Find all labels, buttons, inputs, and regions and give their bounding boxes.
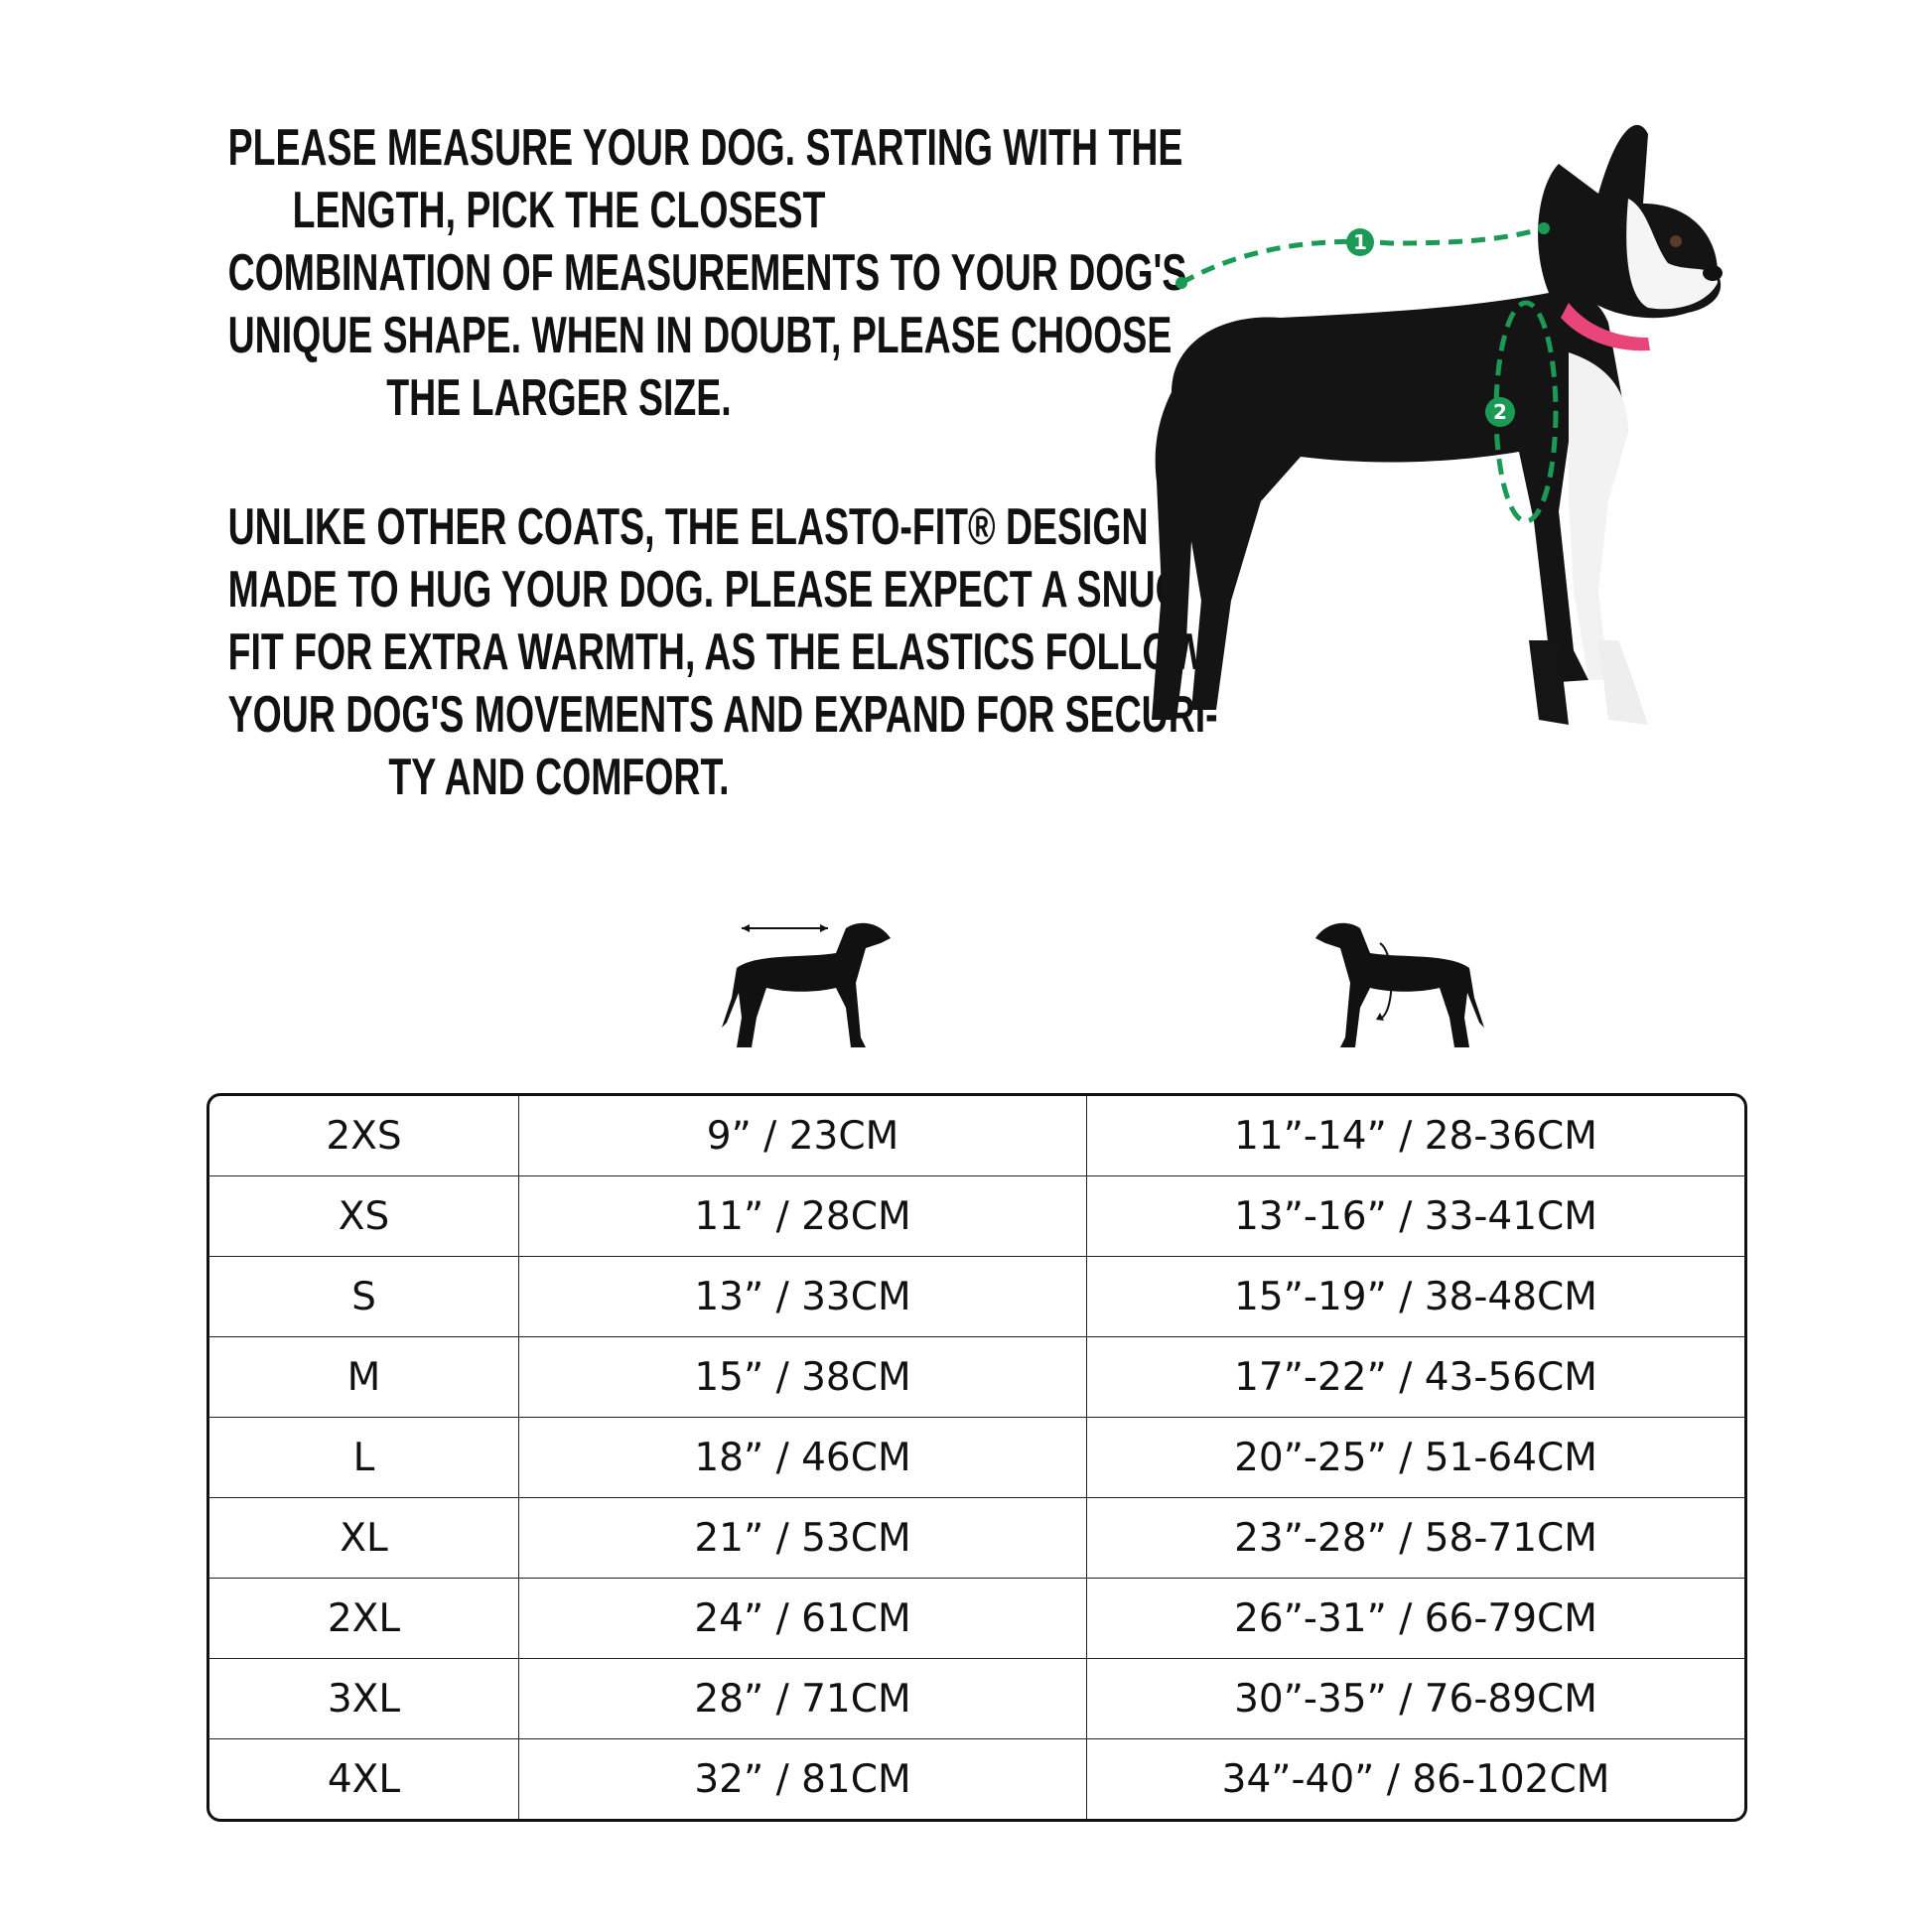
length-cell: 24” / 61CM (519, 1579, 1087, 1659)
size-cell: 2XS (209, 1096, 519, 1176)
chest-girth-cell: 20”-25” / 51-64CM (1087, 1418, 1744, 1498)
marker-label: 1 (1353, 230, 1367, 254)
measure-instructions: PLEASE MEASURE YOUR DOG. STARTING WITH T… (99, 117, 1187, 430)
size-cell: 4XL (209, 1739, 519, 1819)
chest-girth-cell: 23”-28” / 58-71CM (1087, 1498, 1744, 1579)
marker-label: 2 (1493, 400, 1507, 424)
length-cell: 9” / 23CM (519, 1096, 1087, 1176)
size-cell: 3XL (209, 1659, 519, 1739)
chest-girth-cell: 11”-14” / 28-36CM (1087, 1096, 1744, 1176)
instruction-line: THE LARGER SIZE. (386, 369, 732, 427)
size-cell: XS (209, 1176, 519, 1257)
size-row: M 15” / 38CM 17”-22” / 43-56CM (209, 1337, 1744, 1418)
size-row: L 18” / 46CM 20”-25” / 51-64CM (209, 1418, 1744, 1498)
boston-terrier-illustration: 1 2 (1152, 124, 1723, 725)
chest-girth-cell: 34”-40” / 86-102CM (1221, 1756, 1610, 1802)
length-cell: 13” / 33CM (519, 1257, 1087, 1337)
size-row: XL 21” / 53CM 23”-28” / 58-71CM (209, 1498, 1744, 1579)
size-cell: S (209, 1257, 519, 1337)
size-cell: XL (209, 1498, 519, 1579)
length-cell: 18” / 46CM (519, 1418, 1087, 1498)
measure-marker-2 (1485, 397, 1515, 427)
instruction-line: PLEASE MEASURE YOUR DOG. STARTING WITH T… (227, 119, 1183, 177)
size-row: 3XL 28” / 71CM 30”-35” / 76-89CM (209, 1659, 1744, 1739)
instruction-line: UNLIKE OTHER COATS, THE ELASTO-FIT® DESI… (227, 498, 1194, 556)
dog-measurement-photo: 1 2 (1152, 124, 1723, 725)
size-row: S 13” / 33CM 15”-19” / 38-48CM (209, 1257, 1744, 1337)
chest-girth-cell: 26”-31” / 66-79CM (1087, 1579, 1744, 1659)
size-row: 2XL 24” / 61CM 26”-31” / 66-79CM (209, 1579, 1744, 1659)
size-cell: L (209, 1418, 519, 1498)
size-row: 2XS 9” / 23CM 11”-14” / 28-36CM (209, 1096, 1744, 1176)
instruction-line: UNIQUE SHAPE. WHEN IN DOUBT, PLEASE CHOO… (227, 307, 1173, 364)
instruction-line: TY AND COMFORT. (388, 749, 730, 806)
size-cell: M (209, 1337, 519, 1418)
length-cell: 28” / 71CM (519, 1659, 1087, 1739)
length-cell: 21” / 53CM (519, 1498, 1087, 1579)
instruction-line: LENGTH, PICK THE CLOSEST (292, 182, 826, 239)
chest-girth-cell: 30”-35” / 76-89CM (1087, 1659, 1744, 1739)
size-row: XS 11” / 28CM 13”-16” / 33-41CM (209, 1176, 1744, 1257)
instruction-line: FIT FOR EXTRA WARMTH, AS THE ELASTICS FO… (227, 623, 1206, 681)
chest-girth-cell: 13”-16” / 33-41CM (1087, 1176, 1744, 1257)
dog-length-icon (722, 922, 891, 1047)
chest-girth-cell: 17”-22” / 43-56CM (1087, 1337, 1744, 1418)
chest-girth-cell: 15”-19” / 38-48CM (1087, 1257, 1744, 1337)
measure-marker-1 (1346, 228, 1374, 256)
length-cell: 11” / 28CM (519, 1176, 1087, 1257)
size-row: 4XL 32” / 81CM 34”-40” / 86-102CM (209, 1739, 1744, 1819)
size-cell: 2XL (209, 1579, 519, 1659)
instruction-line: COMBINATION OF MEASUREMENTS TO YOUR DOG'… (227, 244, 1187, 302)
fit-instructions: UNLIKE OTHER COATS, THE ELASTO-FIT® DESI… (99, 496, 1218, 809)
size-chart-table: 2XS 9” / 23CM 11”-14” / 28-36CM XS 11” / 28C… (207, 1093, 1747, 1822)
instruction-line: MADE TO HUG YOUR DOG. PLEASE EXPECT A SN… (227, 561, 1184, 619)
length-cell: 32” / 81CM (519, 1739, 1087, 1819)
dog-chest-girth-icon (1315, 922, 1484, 1047)
instruction-line: YOUR DOG'S MOVEMENTS AND EXPAND FOR SECU… (227, 686, 1218, 744)
length-cell: 15” / 38CM (519, 1337, 1087, 1418)
